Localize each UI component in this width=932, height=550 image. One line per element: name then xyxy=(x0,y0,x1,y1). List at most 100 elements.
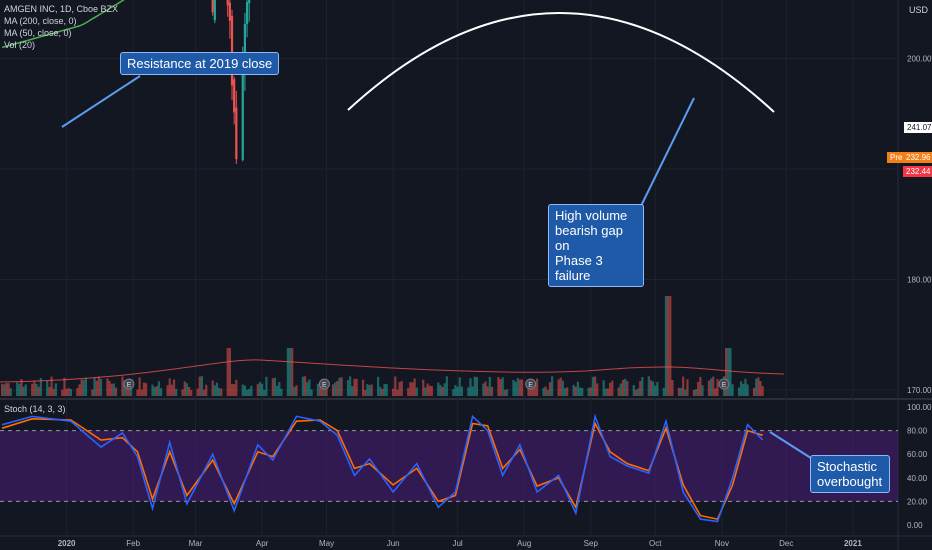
volume-bar xyxy=(602,380,605,396)
stoch-callout-line-2: overbought xyxy=(817,474,883,489)
time-tick-label: Dec xyxy=(779,539,793,548)
volume-bar xyxy=(669,296,672,396)
volume-bar xyxy=(505,389,509,396)
volume-bar xyxy=(336,381,339,396)
earnings-marker xyxy=(318,378,330,390)
stoch-tick-label: 100.00 xyxy=(907,403,932,412)
volume-bar xyxy=(755,378,758,396)
volume-bar xyxy=(84,377,88,396)
volume-bar xyxy=(166,385,169,396)
stoch-legend: Stoch (14, 3, 3) xyxy=(4,404,66,414)
volume-bar xyxy=(632,385,635,396)
volume-bar xyxy=(22,386,25,396)
volume-bar xyxy=(497,377,500,396)
volume-bar xyxy=(443,383,446,396)
volume-bar xyxy=(499,379,502,396)
last-price-tag: 232.44 xyxy=(903,166,932,177)
earnings-marker-letter: E xyxy=(322,382,327,389)
time-tick-label: Jul xyxy=(452,539,462,548)
volume-bar xyxy=(533,384,537,396)
volume-bar xyxy=(175,388,178,396)
stoch-tick-label: 0.00 xyxy=(907,521,923,530)
volume-bar xyxy=(430,386,433,396)
volume-bar xyxy=(33,380,36,396)
volume-bar xyxy=(256,384,259,396)
volume-bar xyxy=(611,380,614,396)
volume-bar xyxy=(566,387,569,396)
volume-bar xyxy=(46,381,49,396)
volume-bar xyxy=(424,387,427,396)
volume-bar xyxy=(394,376,397,396)
gap-callout-line-2: bearish gap on xyxy=(555,223,623,253)
stoch-band xyxy=(0,430,898,502)
candles xyxy=(211,0,251,164)
volume-bar xyxy=(286,348,289,396)
volume-bar xyxy=(546,389,549,396)
volume-bar xyxy=(144,383,148,396)
volume-bar xyxy=(694,389,698,396)
candle-body xyxy=(233,79,236,113)
stoch-band-fill xyxy=(0,430,898,502)
volume-bar xyxy=(230,383,234,396)
volume-bar xyxy=(181,389,184,396)
time-tick-label: Mar xyxy=(189,539,203,548)
volume-bar xyxy=(200,376,204,396)
volume-bar xyxy=(48,386,51,396)
volume-bar xyxy=(520,379,524,396)
volume-bar xyxy=(385,384,388,396)
volume-bar xyxy=(82,379,85,396)
volume-bar xyxy=(351,386,354,396)
gap-callout: High volume bearish gap on Phase 3 failu… xyxy=(548,204,644,287)
volume-bar xyxy=(170,384,173,396)
volume-bar xyxy=(215,382,219,396)
volume-bar xyxy=(187,386,191,396)
volume-bar xyxy=(78,384,81,396)
volume-bar xyxy=(409,382,412,396)
resistance-callout-arrow xyxy=(61,75,141,128)
volume-bar xyxy=(99,378,103,396)
volume-bar xyxy=(656,381,659,396)
volume-bar xyxy=(516,378,519,396)
volume-bar xyxy=(617,387,620,396)
volume-bar xyxy=(211,380,214,396)
volume-bar xyxy=(677,387,680,396)
volume-bar xyxy=(381,389,384,396)
candle-body xyxy=(235,107,238,160)
volume-bar xyxy=(667,296,670,396)
volume-bar xyxy=(458,377,461,396)
volume-bar xyxy=(651,381,655,396)
time-tick-label: Sep xyxy=(584,539,599,548)
volume-bar xyxy=(293,386,296,396)
volume-bar xyxy=(319,386,322,396)
time-tick-label: Feb xyxy=(126,539,140,548)
volume-bar xyxy=(422,379,425,396)
volume-bar xyxy=(364,389,367,396)
volume-bar xyxy=(243,385,247,396)
earnings-marker-letter: E xyxy=(722,382,727,389)
volume-bar xyxy=(280,388,283,396)
candle-body xyxy=(226,0,229,6)
volume-bar xyxy=(740,381,743,396)
volume-bar xyxy=(469,378,472,396)
volume-bar xyxy=(7,383,10,396)
volume-bar xyxy=(95,380,98,396)
volume-bar xyxy=(198,376,201,396)
volume-bar xyxy=(744,378,747,396)
volume-bar xyxy=(353,378,356,396)
volume-bar xyxy=(291,348,294,396)
volume-bar xyxy=(563,388,567,396)
volume-bar xyxy=(593,376,597,396)
volume-bar xyxy=(349,376,352,396)
volume-bar xyxy=(18,383,21,396)
volume-bar xyxy=(97,376,100,396)
volume-bar xyxy=(321,383,324,396)
volume-bar xyxy=(121,376,124,396)
volume-bar xyxy=(183,381,186,396)
volume-bar xyxy=(473,376,476,396)
price-tick-label: 180.00 xyxy=(907,276,932,285)
stoch-tick-label: 40.00 xyxy=(907,474,928,483)
stoch-callout: Stochastic overbought xyxy=(810,455,890,493)
volume-bar xyxy=(551,376,554,396)
volume-bar xyxy=(647,376,650,396)
